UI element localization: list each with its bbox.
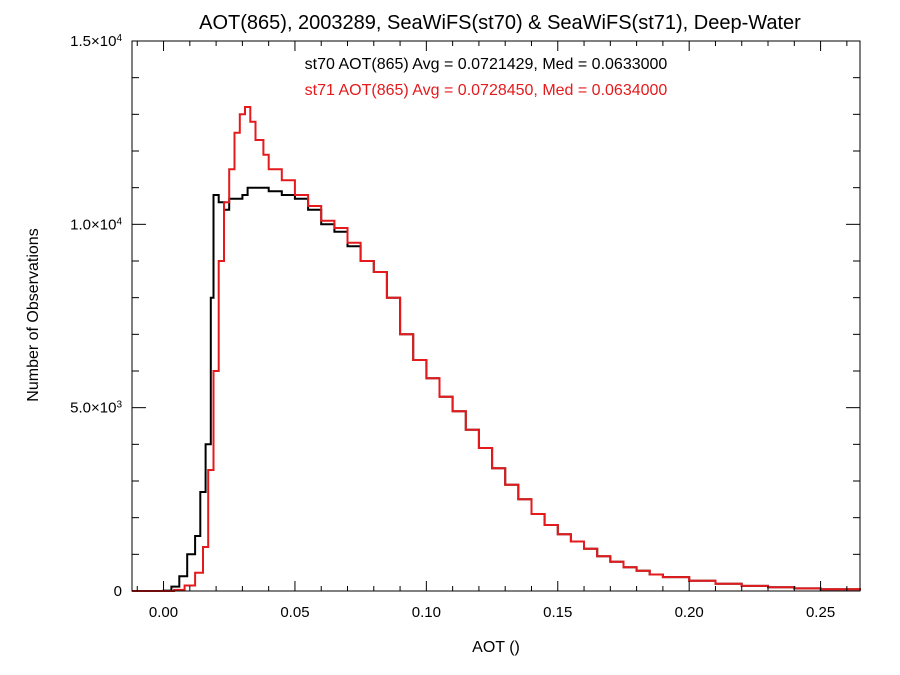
x-tick-label: 0.10 xyxy=(412,604,441,621)
ticks-layer: 0.00 0.05 0.10 0.15 0.20 0.25 0 5.0×103 1.0×104 1… xyxy=(70,33,860,621)
x-tick-label: 0.05 xyxy=(280,604,309,621)
x-tick-label: 0.20 xyxy=(675,604,704,621)
y-tick-label: 5.0×103 xyxy=(70,399,122,417)
y-tick-label: 1.5×104 xyxy=(70,33,122,51)
y-tick-label: 0 xyxy=(114,583,122,600)
x-axis-label: AOT () xyxy=(472,639,520,656)
x-tick-label: 0.25 xyxy=(806,604,835,621)
chart-title: AOT(865), 2003289, SeaWiFS(st70) & SeaWi… xyxy=(199,12,801,34)
x-tick-label: 0.15 xyxy=(543,604,572,621)
series-line-1 xyxy=(132,106,861,592)
x-tick-label: 0.00 xyxy=(149,604,178,621)
annotation-st71: st71 AOT(865) Avg = 0.0728450, Med = 0.0… xyxy=(305,82,668,99)
y-axis-label: Number of Observations xyxy=(25,228,42,401)
plot-frame xyxy=(131,40,861,592)
y-tick-label: 1.0×104 xyxy=(70,216,122,234)
series-layer xyxy=(132,106,861,592)
annotation-st70: st70 AOT(865) Avg = 0.0721429, Med = 0.0… xyxy=(305,56,668,73)
